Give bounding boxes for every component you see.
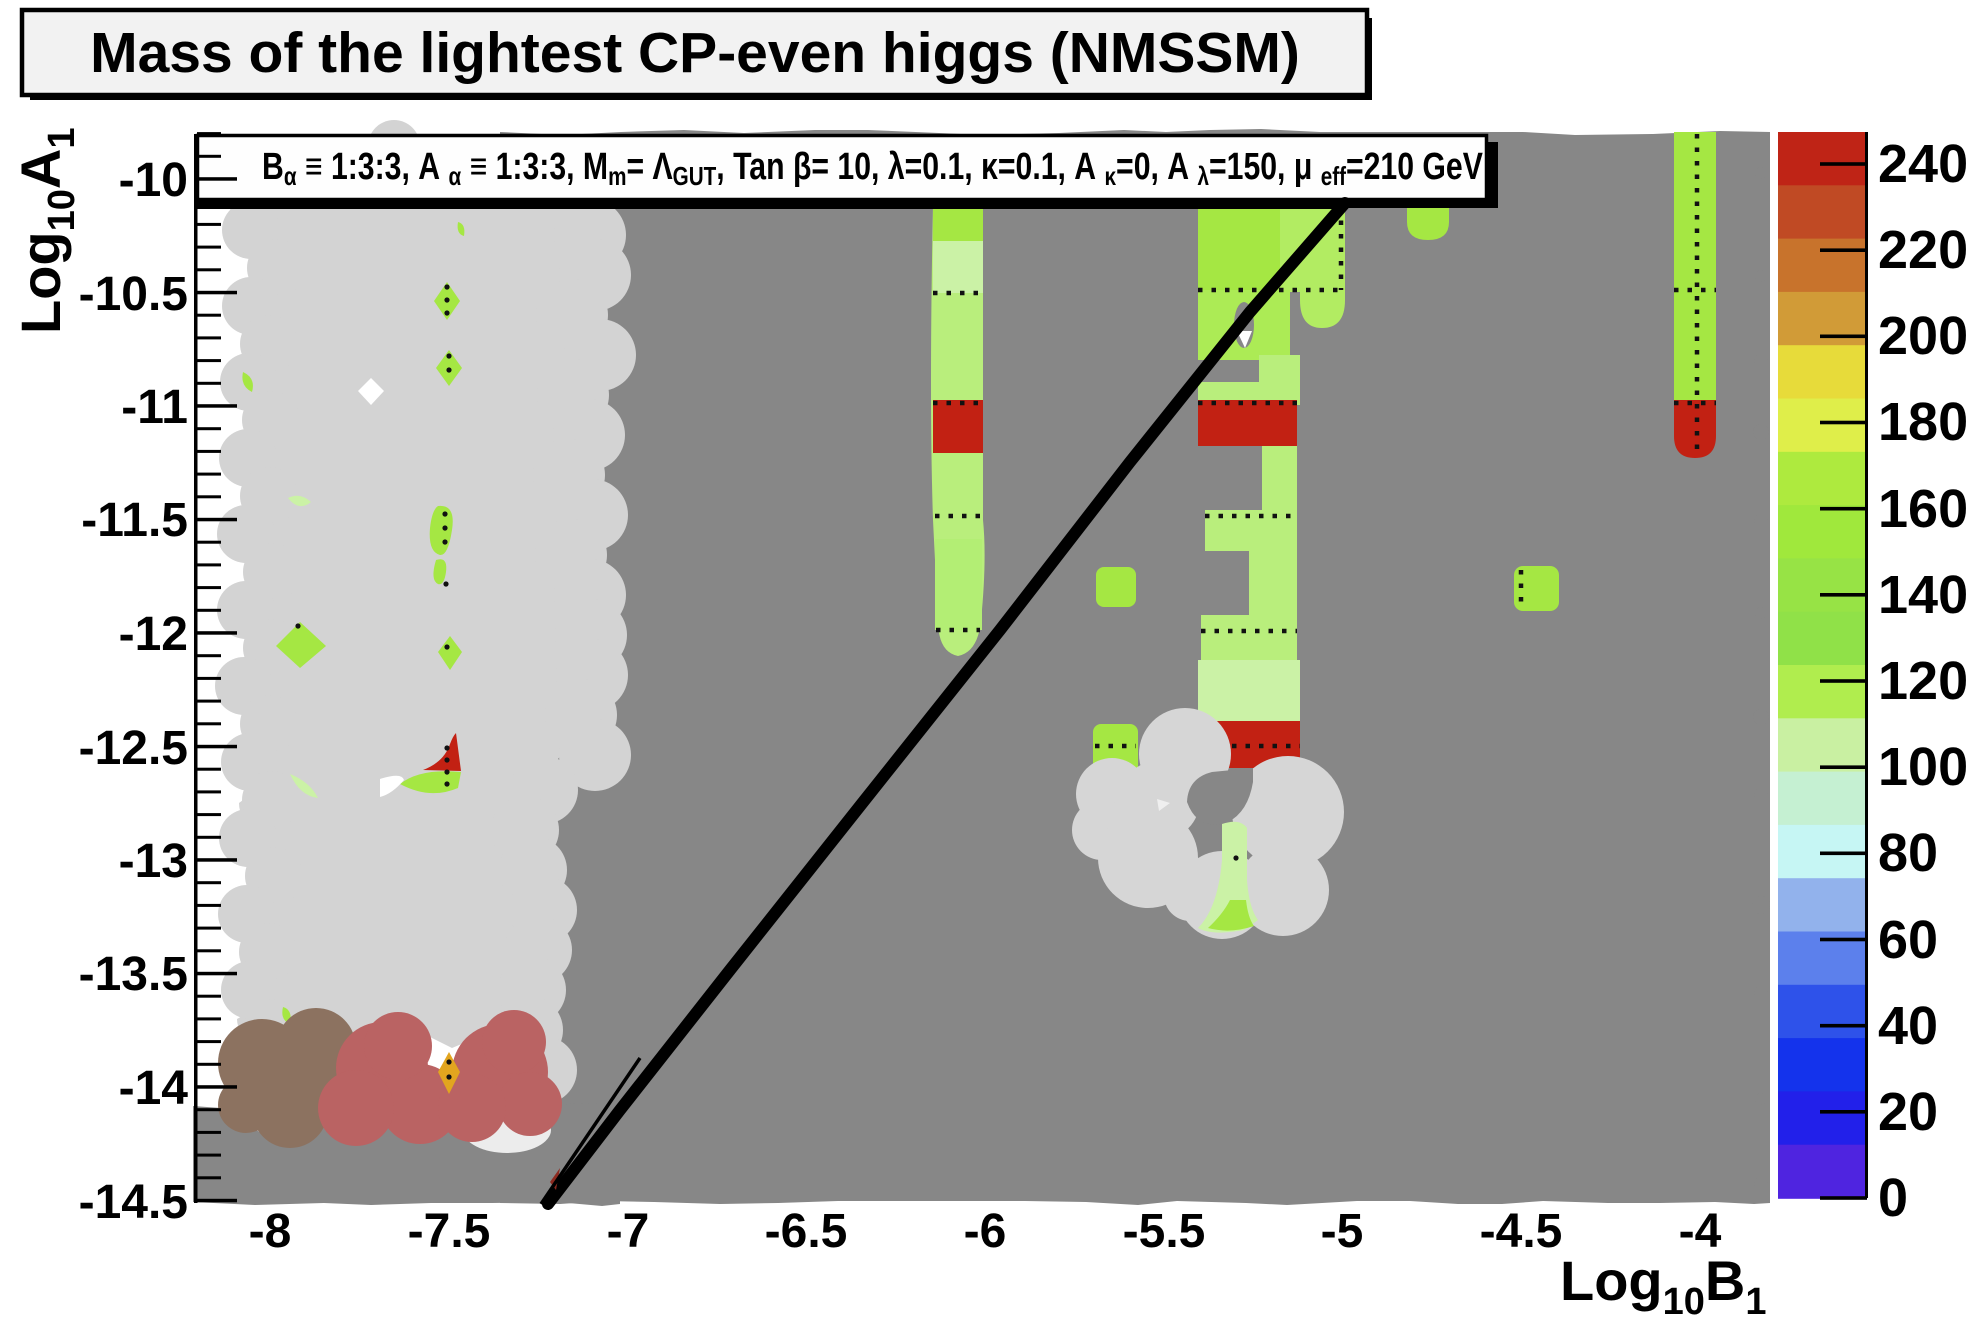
svg-text:-8: -8 [249, 1205, 292, 1258]
svg-text:-4: -4 [1679, 1205, 1722, 1258]
svg-text:Log10A1: Log10A1 [9, 128, 83, 335]
svg-text:-6.5: -6.5 [765, 1205, 848, 1258]
svg-text:20: 20 [1878, 1082, 1938, 1142]
svg-text:160: 160 [1878, 479, 1968, 539]
svg-text:-7.5: -7.5 [408, 1205, 491, 1258]
svg-text:120: 120 [1878, 651, 1968, 711]
svg-text:40: 40 [1878, 996, 1938, 1056]
svg-text:-12: -12 [119, 608, 188, 661]
svg-text:240: 240 [1878, 134, 1968, 194]
svg-text:-4.5: -4.5 [1480, 1205, 1563, 1258]
svg-text:80: 80 [1878, 823, 1938, 883]
svg-text:-5: -5 [1321, 1205, 1364, 1258]
svg-text:-6: -6 [964, 1205, 1007, 1258]
svg-text:-14.5: -14.5 [79, 1176, 188, 1229]
svg-text:-13: -13 [119, 835, 188, 888]
svg-text:-13.5: -13.5 [79, 948, 188, 1001]
svg-text:-14: -14 [119, 1062, 189, 1115]
svg-text:-10: -10 [119, 154, 188, 207]
svg-text:100: 100 [1878, 737, 1968, 797]
svg-text:60: 60 [1878, 910, 1938, 970]
svg-text:Log10B1: Log10B1 [1560, 1249, 1767, 1323]
svg-text:-11.5: -11.5 [81, 494, 188, 547]
svg-text:180: 180 [1878, 392, 1968, 452]
svg-text:220: 220 [1878, 220, 1968, 280]
svg-text:0: 0 [1878, 1168, 1908, 1228]
svg-text:-5.5: -5.5 [1123, 1205, 1206, 1258]
svg-text:-11: -11 [121, 381, 188, 434]
svg-text:-10.5: -10.5 [79, 268, 188, 321]
svg-text:-12.5: -12.5 [79, 722, 188, 775]
svg-text:-7: -7 [607, 1205, 650, 1258]
svg-text:140: 140 [1878, 565, 1968, 625]
svg-text:200: 200 [1878, 306, 1968, 366]
